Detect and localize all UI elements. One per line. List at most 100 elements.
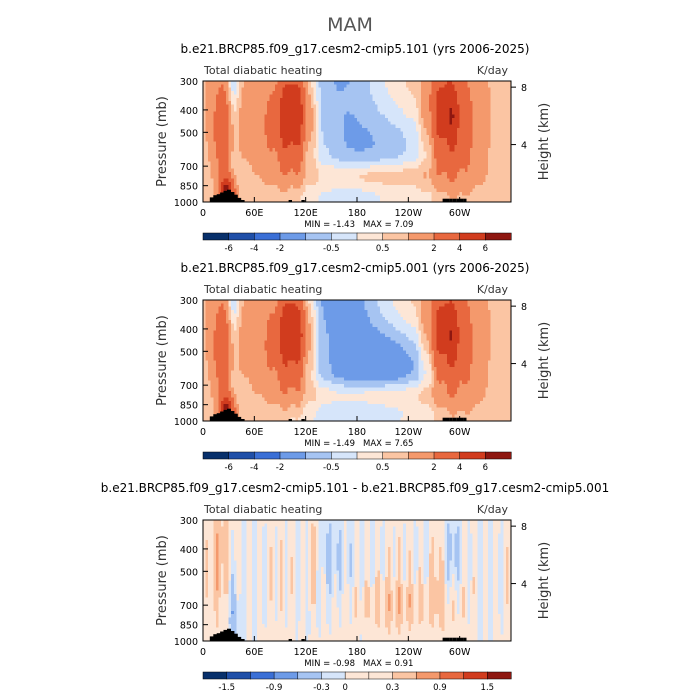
heatmap-cell [503,138,507,143]
heatmap-cell [341,158,345,163]
heatmap-cell [326,91,330,96]
heatmap-cell [421,111,425,116]
heatmap-cell [277,161,281,166]
heatmap-cell [351,141,356,146]
heatmap-cell [423,128,427,133]
heatmap-cell [354,198,358,203]
heatmap-cell [457,141,461,146]
heatmap-cell [213,101,217,106]
heatmap-cell [457,104,461,109]
heatmap-cell [274,185,279,190]
heatmap-cell [390,107,394,112]
heatmap-cell [341,104,345,109]
heatmap-cell [223,121,227,126]
heatmap-cell [226,97,230,102]
heatmap-cell [459,313,463,318]
heatmap-cell [210,310,214,315]
heatmap-cell [303,124,307,129]
heatmap-cell [477,175,481,180]
heatmap-cell [416,185,420,190]
heatmap-cell [480,97,484,102]
heatmap-cell [490,111,494,116]
heatmap-cell [220,303,225,308]
heatmap-cell [480,151,484,156]
heatmap-cell [228,124,232,129]
heatmap-cell [493,124,497,129]
heatmap-cell [405,148,409,153]
colorbar-box [356,232,384,241]
heatmap-cell [331,94,335,99]
heatmap-cell [505,148,510,153]
heatmap-cell [413,91,417,96]
heatmap-cell [323,151,327,156]
heatmap-cell [274,87,279,92]
heatmap-cell [493,138,497,143]
heatmap-cell [220,154,225,159]
heatmap-cell [238,97,243,102]
heatmap-cell [418,81,422,85]
heatmap-cell [228,185,232,190]
heatmap-cell [349,168,353,173]
heatmap-cell [392,306,397,311]
heatmap-cell [341,87,345,92]
heatmap-cell [323,195,327,200]
heatmap-cell [357,117,361,122]
heatmap-cell [305,144,309,149]
heatmap-cell [318,161,322,166]
heatmap-cell [482,191,486,196]
heatmap-cell [331,81,335,85]
heatmap-cell [382,128,386,133]
heatmap-cell [416,168,420,173]
heatmap-cell [285,81,289,85]
heatmap-cell [346,104,350,109]
heatmap-cell [395,195,399,200]
heatmap-cell [346,81,350,85]
heatmap-cell [246,313,250,318]
heatmap-cell [305,138,309,143]
heatmap-cell [439,198,443,203]
heatmap-cell [331,111,335,116]
heatmap-cell [233,131,237,136]
heatmap-cell [462,310,466,315]
heatmap-cell [238,131,243,136]
heatmap-cell [282,141,286,146]
heatmap-cell [300,191,304,196]
heatmap-cell [326,306,330,311]
heatmap-cell [251,198,255,203]
heatmap-cell [264,97,268,102]
heatmap-cell [318,124,322,129]
heatmap-cell [374,81,379,85]
heatmap-cell [421,161,425,166]
heatmap-cell [423,303,427,308]
heatmap-cell [403,154,407,159]
heatmap-cell [346,134,350,139]
heatmap-cell [495,300,499,304]
heatmap-cell [398,104,402,109]
heatmap-cell [387,161,391,166]
heatmap-cell [215,168,219,173]
heatmap-cell [439,191,443,196]
heatmap-cell [241,310,245,315]
heatmap-cell [467,111,471,116]
heatmap-cell [405,154,409,159]
heatmap-cell [321,111,325,116]
heatmap-cell [493,303,497,308]
heatmap-cell [462,313,466,318]
heatmap-cell [449,101,453,106]
heatmap-cell [326,168,330,173]
heatmap-cell [387,300,391,304]
heatmap-cell [295,144,299,149]
heatmap-cell [213,91,217,96]
heatmap-cell [421,158,425,163]
heatmap-cell [238,111,243,116]
heatmap-cell [220,175,225,180]
heatmap-cell [290,168,294,173]
heatmap-cell [364,117,368,122]
heatmap-cell [498,175,502,180]
heatmap-cell [369,158,373,163]
heatmap-cell [274,124,279,129]
heatmap-cell [305,188,309,193]
heatmap-cell [390,171,394,176]
colorbar-box [459,232,486,241]
heatmap-cell [426,131,430,136]
